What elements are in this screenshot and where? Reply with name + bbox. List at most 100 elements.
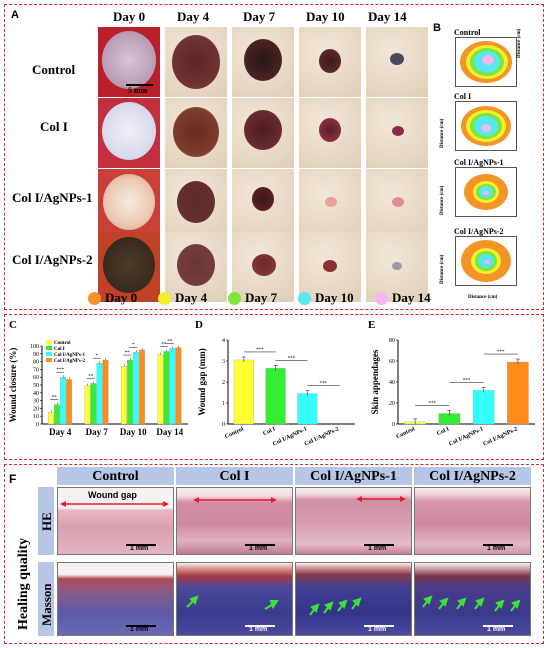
e-sig-mark: *** [497, 350, 505, 355]
c-legend-swatch [46, 358, 52, 362]
day-header: Day 4 [177, 9, 210, 24]
wound-photo [165, 232, 227, 302]
c-y-tick-label: 10 [33, 414, 39, 420]
wound-photo [165, 98, 227, 168]
e-y-tick-label: 80 [389, 338, 395, 344]
d-sig-mark: *** [256, 348, 264, 353]
wound-photo [165, 27, 227, 97]
panel-d-label: D [195, 319, 203, 331]
c-legend-swatch [46, 346, 52, 350]
wound-photo [232, 27, 294, 97]
c-y-tick-label: 20 [33, 406, 39, 412]
masson-image: 1 mm [295, 562, 412, 636]
c-y-tick-label: 60 [33, 375, 39, 381]
contour-title: Col I [454, 92, 472, 101]
c-x-tick-label: Day 14 [156, 427, 183, 437]
legend-label: Day 4 [175, 290, 208, 305]
scale-label: 1 mm [130, 626, 149, 633]
masson-image: 1 mm [414, 562, 531, 636]
d-sig-mark: *** [288, 356, 296, 361]
wound-photo [232, 169, 294, 239]
c-bar [60, 377, 66, 425]
legend-dot [228, 292, 241, 305]
masson-image: 1 mm [176, 562, 293, 636]
legend-label: Day 0 [105, 290, 138, 305]
legend-label: Day 10 [315, 290, 354, 305]
contour-axis-label: Distance (cm) [440, 118, 445, 148]
c-x-tick-label: Day 7 [86, 427, 109, 437]
e-x-tick-label: Col I/AgNPs-1 [448, 426, 484, 447]
contour-plot [455, 37, 517, 87]
c-bar [169, 348, 176, 425]
c-bar [163, 351, 170, 425]
he-image: 1 mm [176, 487, 293, 555]
c-legend-swatch [46, 352, 52, 356]
d-y-tick-label: 4 [222, 338, 225, 344]
c-legend-label: Control [54, 341, 71, 346]
c-x-tick-label: Day 10 [120, 427, 147, 437]
c-sig-mark: ** [125, 351, 131, 356]
c-sig-mark: ** [88, 374, 94, 379]
d-y-tick-label: 2 [222, 380, 225, 386]
e-y-tick-label: 0 [392, 422, 395, 428]
c-legend-label: Col I/AgNPs-2 [54, 359, 85, 364]
e-bar [472, 390, 495, 425]
d-bar [297, 393, 318, 425]
c-bar [133, 352, 139, 425]
masson-image: 1 mm [57, 562, 174, 636]
c-y-tick-label: 30 [33, 399, 39, 405]
e-x-tick-label: Control [395, 426, 416, 440]
col-header: Col I [176, 467, 293, 485]
row-label-text: Masson [39, 583, 54, 626]
scale-label: 1 mm [487, 626, 506, 633]
day-header: Day 0 [113, 9, 146, 24]
contour-axis-label: Distance (cm) [440, 254, 445, 284]
legend-dot [158, 292, 171, 305]
wound-photo [232, 98, 294, 168]
c-bar [84, 385, 91, 425]
e-y-tick-label: 20 [389, 401, 395, 407]
e-sig-mark: *** [463, 378, 471, 383]
d-bar [265, 368, 286, 425]
e-bar [507, 361, 529, 425]
healing-quality-label: Healing quality [14, 490, 36, 640]
row-label: Control [32, 62, 76, 77]
c-sig-mark: *** [57, 368, 65, 373]
c-bar [121, 366, 127, 425]
c-bar [48, 412, 54, 425]
wound-photo [299, 232, 361, 302]
he-image: Wound gap 1 mm [57, 487, 174, 555]
row-label-he: HE [38, 487, 54, 555]
side-label: Healing quality [16, 537, 31, 630]
c-legend-label: Col I [54, 347, 65, 352]
d-x-tick-label: Col I [262, 426, 277, 437]
c-y-tick-label: 70 [33, 367, 39, 373]
contour-shapes [464, 174, 508, 210]
row-label: Col I/AgNPs-1 [12, 190, 93, 205]
c-bar [102, 359, 109, 425]
panel-a-label: A [11, 9, 19, 21]
d-y-axis-label: Wound gap (mm) [197, 348, 207, 416]
contour-plot [455, 236, 517, 286]
panel-b-label: B [433, 22, 441, 34]
wound-photo [366, 232, 428, 302]
c-bar [139, 349, 145, 425]
row-label-masson: Masson [38, 562, 54, 636]
c-sig-mark: ** [167, 339, 173, 344]
row-label-text: HE [39, 512, 54, 531]
c-bar [157, 354, 164, 425]
contour-title: Col I/AgNPs-2 [454, 227, 504, 236]
legend-dot [88, 292, 101, 305]
scale-label: 1 mm [130, 545, 149, 552]
legend-dot [298, 292, 311, 305]
contour-title: Control [454, 28, 481, 37]
c-x-tick-label: Day 4 [49, 427, 72, 437]
wound-gap-arrow [356, 496, 406, 502]
c-sig-mark: ** [52, 396, 58, 401]
scale-label: 1 mm [368, 545, 387, 552]
e-sig-mark: *** [429, 402, 437, 407]
wound-photo [299, 98, 361, 168]
wound-photo [232, 232, 294, 302]
day-header: Day 14 [368, 9, 407, 24]
